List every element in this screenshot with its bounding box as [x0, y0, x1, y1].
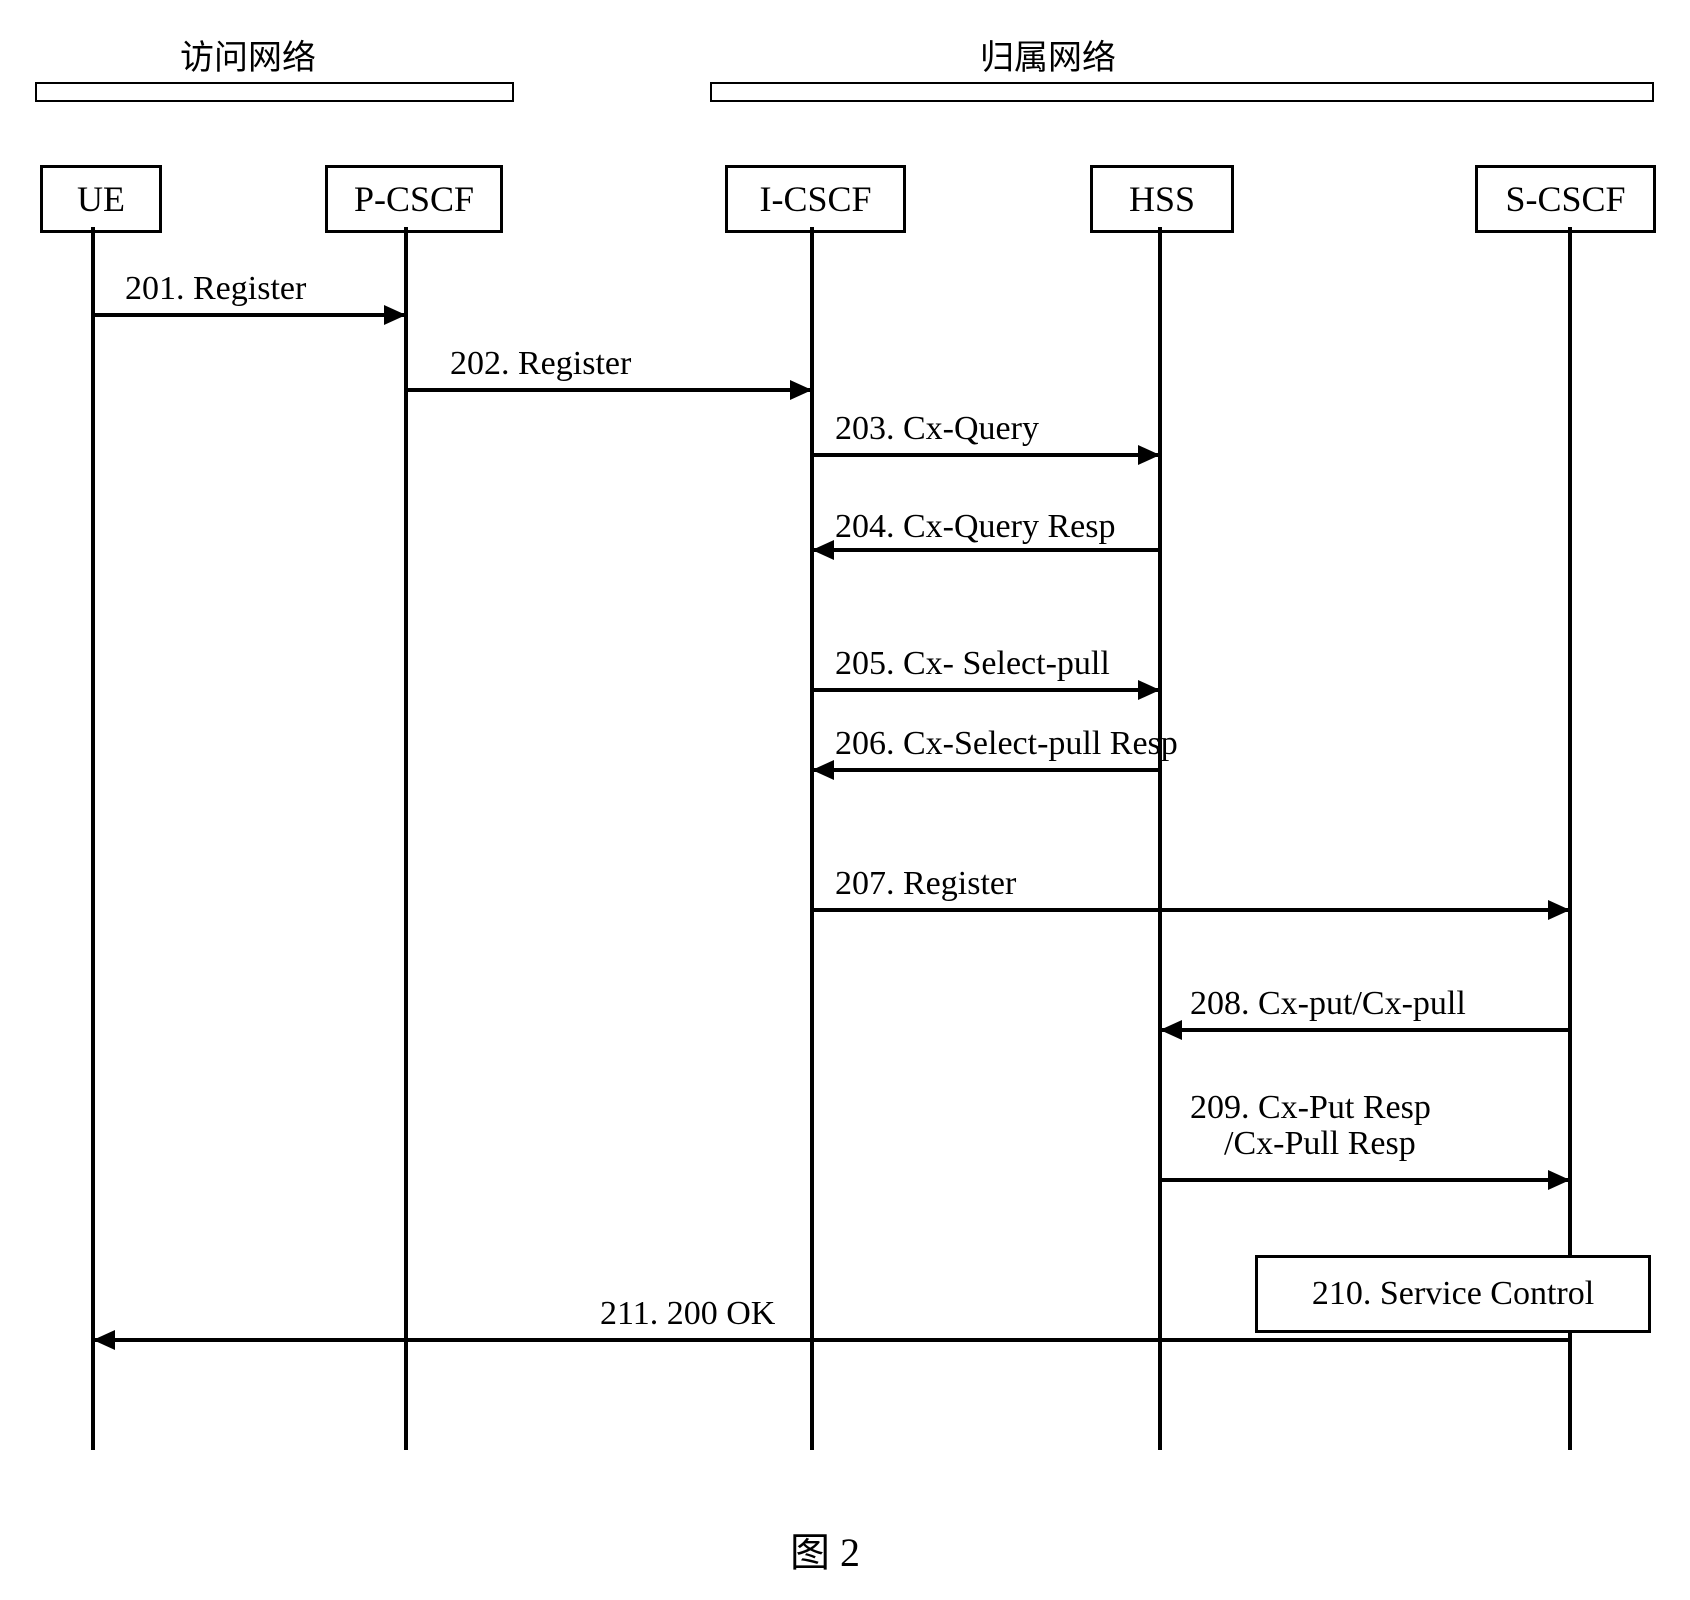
service-control-label: 210. Service Control: [1312, 1275, 1594, 1313]
msg-201: 201. Register: [125, 270, 306, 308]
network-bar-visited: [35, 82, 514, 102]
actor-icscf: I-CSCF: [725, 165, 906, 233]
service-control-box: 210. Service Control: [1255, 1255, 1651, 1333]
lifeline-hss: [1158, 227, 1162, 1450]
actor-scscf-label: S-CSCF: [1505, 178, 1625, 220]
figure-caption: 图 2: [790, 1520, 860, 1578]
arrows-layer: [30, 30, 1660, 1570]
lifeline-ue: [91, 227, 95, 1450]
actor-hss-label: HSS: [1129, 178, 1195, 220]
actor-pcscf: P-CSCF: [325, 165, 503, 233]
actor-ue-label: UE: [77, 178, 125, 220]
network-label-visited: 访问网络: [180, 30, 316, 79]
actor-pcscf-label: P-CSCF: [354, 178, 474, 220]
network-bar-home: [710, 82, 1654, 102]
msg-203: 203. Cx-Query: [835, 410, 1039, 448]
actor-scscf: S-CSCF: [1475, 165, 1656, 233]
network-label-home: 归属网络: [980, 30, 1116, 79]
actor-hss: HSS: [1090, 165, 1234, 233]
lifeline-icscf: [810, 227, 814, 1450]
msg-206: 206. Cx-Select-pull Resp: [835, 725, 1178, 763]
msg-208: 208. Cx-put/Cx-pull: [1190, 985, 1466, 1023]
msg-207: 207. Register: [835, 865, 1016, 903]
msg-202: 202. Register: [450, 345, 631, 383]
actor-ue: UE: [40, 165, 162, 233]
msg-205: 205. Cx- Select-pull: [835, 645, 1110, 683]
sequence-diagram: 访问网络 归属网络 UE P-CSCF I-CSCF HSS S-CSCF 20…: [30, 30, 1660, 1570]
lifeline-pcscf: [404, 227, 408, 1450]
msg-211: 211. 200 OK: [600, 1295, 775, 1333]
msg-209: 209. Cx-Put Resp /Cx-Pull Resp: [1190, 1090, 1431, 1161]
msg-204: 204. Cx-Query Resp: [835, 508, 1115, 546]
actor-icscf-label: I-CSCF: [759, 178, 871, 220]
